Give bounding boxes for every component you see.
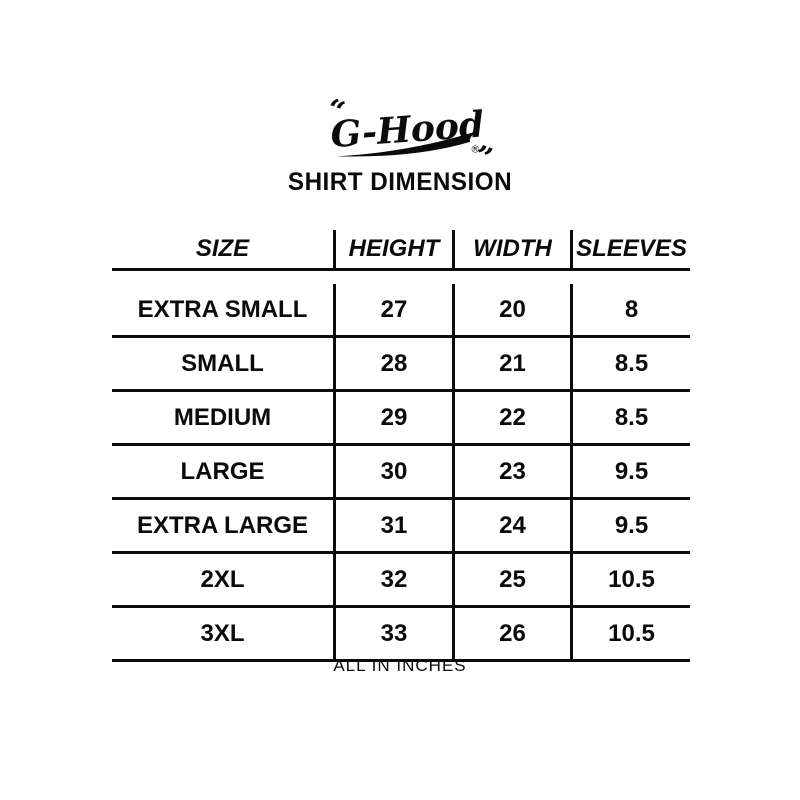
sleeves-cell: 8	[570, 284, 690, 338]
size-cell: EXTRA SMALL	[112, 284, 333, 338]
column-header-height: HEIGHT	[333, 230, 452, 271]
logo-brand-text: G-Hood	[329, 103, 485, 156]
height-cell: 32	[333, 554, 452, 608]
size-cell: MEDIUM	[112, 392, 333, 446]
width-cell: 22	[452, 392, 570, 446]
width-cell: 26	[452, 608, 570, 662]
size-cell: SMALL	[112, 338, 333, 392]
logo-swoosh-icon	[336, 132, 475, 157]
height-cell: 31	[333, 500, 452, 554]
sleeves-cell: 10.5	[570, 608, 690, 662]
sleeves-cell: 8.5	[570, 338, 690, 392]
page-title: SHIRT DIMENSION	[287, 168, 513, 196]
height-cell: 28	[333, 338, 452, 392]
size-cell: EXTRA LARGE	[112, 500, 333, 554]
sleeves-cell: 10.5	[570, 554, 690, 608]
column-header-width: WIDTH	[452, 230, 570, 271]
size-cell: 2XL	[112, 554, 333, 608]
height-cell: 29	[333, 392, 452, 446]
brand-logo-graphic: “ G-Hood ® ”	[322, 96, 497, 168]
footer-note: ALL IN INCHES	[333, 656, 467, 675]
sleeves-cell: 8.5	[570, 392, 690, 446]
sleeves-cell: 9.5	[570, 446, 690, 500]
registered-mark: ®	[470, 144, 480, 155]
width-cell: 25	[452, 554, 570, 608]
size-cell: 3XL	[112, 608, 333, 662]
column-header-size: SIZE	[112, 230, 333, 271]
brand-logo: “ G-Hood ® ”	[0, 96, 800, 168]
size-table: SIZE HEIGHT WIDTH SLEEVES EXTRA SMALL 27…	[112, 230, 690, 662]
size-cell: LARGE	[112, 446, 333, 500]
height-cell: 33	[333, 608, 452, 662]
height-cell: 30	[333, 446, 452, 500]
width-cell: 20	[452, 284, 570, 338]
sleeves-cell: 9.5	[570, 500, 690, 554]
column-header-sleeves: SLEEVES	[570, 230, 690, 271]
height-cell: 27	[333, 284, 452, 338]
width-cell: 24	[452, 500, 570, 554]
width-cell: 23	[452, 446, 570, 500]
width-cell: 21	[452, 338, 570, 392]
